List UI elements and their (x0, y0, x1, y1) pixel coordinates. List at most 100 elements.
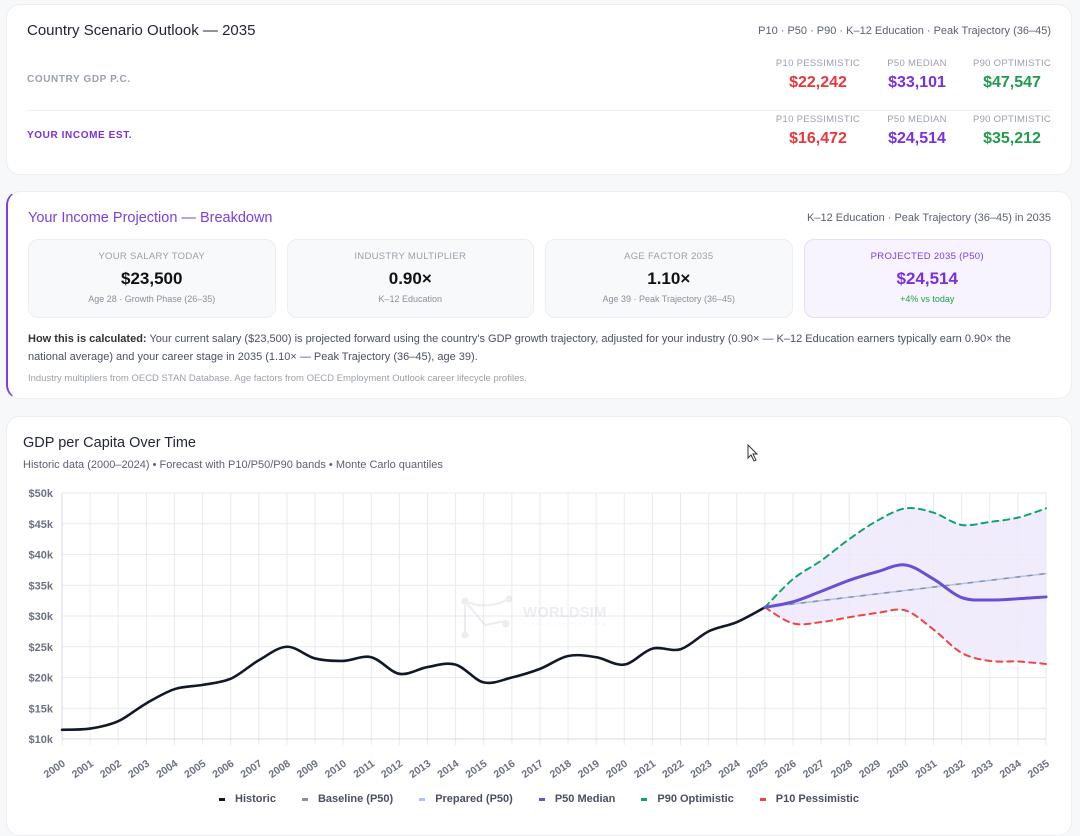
legend-label: P10 Pessimistic (775, 793, 859, 805)
legend-swatch-icon (219, 797, 226, 801)
x-tick-label: 2003 (126, 758, 152, 781)
x-tick-label: 2004 (154, 758, 180, 781)
y-tick-label: $20k (29, 673, 54, 685)
income-row: YOUR INCOME EST. P10 PESSIMISTIC $16,472… (27, 111, 1051, 167)
explanation-lead: How this is calculated: (28, 333, 147, 345)
legend-item[interactable]: Prepared (P50) (419, 793, 513, 805)
series-line-p90-optimistic (763, 507, 1047, 609)
income-row-label: YOUR INCOME EST. (27, 130, 133, 141)
legend-label: Baseline (P50) (317, 793, 394, 805)
watermark: WORLDSIM SIMULATION PLATFORM (461, 595, 608, 639)
legend-swatch-icon (641, 797, 648, 801)
x-tick-label: 2015 (463, 758, 489, 781)
worldsim-logo-icon (461, 595, 513, 639)
scenario-outlook-card: Country Scenario Outlook — 2035 P10 · P5… (6, 4, 1072, 175)
x-tick-label: 2031 (913, 758, 939, 781)
x-tick-label: 2002 (98, 758, 124, 781)
projected-2035-tile: PROJECTED 2035 (P50) $24,514 +4% vs toda… (803, 239, 1051, 318)
x-tick-label: 2027 (801, 758, 827, 781)
x-tick-label: 2007 (239, 758, 265, 781)
stat-value: $24,514 (888, 130, 946, 147)
income-p10-stat: P10 PESSIMISTIC $16,472 (773, 114, 863, 148)
x-tick-label: 2029 (857, 758, 883, 781)
x-tick-label: 2030 (885, 758, 911, 781)
y-axis: $10k $15k $20k $25k $30k $35k $40k $45k $50k (29, 488, 54, 746)
chart-title: GDP per Capita Over Time (23, 435, 196, 451)
x-tick-label: 2008 (267, 758, 293, 781)
stat-value: $33,101 (888, 74, 946, 91)
gdp-row: COUNTRY GDP P.C. P10 PESSIMISTIC $22,242… (27, 55, 1051, 111)
tile-sub: +4% vs today (900, 294, 955, 304)
y-tick-label: $40k (29, 550, 54, 562)
x-tick-label: 2012 (379, 758, 405, 781)
y-tick-label: $30k (29, 611, 54, 623)
series-line-p50-median (763, 563, 1048, 609)
chart-subtitle: Historic data (2000–2024) • Forecast wit… (23, 459, 443, 471)
tile-value: $23,500 (121, 269, 183, 288)
income-p50-stat: P50 MEDIAN $24,514 (879, 114, 955, 148)
legend-label: Historic (235, 793, 276, 805)
chart-grid (61, 492, 1047, 745)
tile-value: 0.90× (388, 269, 432, 288)
legend-item[interactable]: P10 Pessimistic (759, 793, 859, 805)
legend-swatch-icon (419, 797, 426, 801)
forecast-band (764, 508, 1046, 664)
explanation-body: Your current salary ($23,500) is project… (28, 333, 1012, 363)
salary-today-tile: YOUR SALARY TODAY $23,500 Age 28 · Growt… (28, 239, 276, 318)
y-tick-label: $45k (29, 519, 54, 531)
watermark-text: WORLDSIM (523, 604, 606, 621)
stat-caption: P50 MEDIAN (887, 58, 947, 69)
stat-caption: P90 OPTIMISTIC (972, 114, 1052, 125)
series-line-prepared-p50 (764, 572, 1047, 609)
tile-caption: AGE FACTOR 2035 (624, 251, 714, 262)
series-line-historic (60, 606, 767, 732)
x-tick-label: 2033 (969, 758, 995, 781)
legend-item[interactable]: P90 Optimistic (641, 793, 734, 805)
outlook-meta: P10 · P50 · P90 · K–12 Education · Peak … (758, 25, 1051, 37)
x-tick-label: 2011 (351, 758, 377, 781)
x-tick-label: 2026 (773, 758, 799, 781)
x-tick-label: 2010 (323, 758, 349, 781)
chart-legend: Historic Baseline (P50) Prepared (P50) P50 … (7, 793, 1071, 805)
x-tick-label: 2024 (716, 758, 742, 781)
legend-swatch-icon (301, 797, 308, 801)
industry-multiplier-tile: INDUSTRY MULTIPLIER 0.90× K–12 Education (286, 239, 534, 318)
y-tick-label: $10k (29, 734, 54, 746)
legend-swatch-icon (538, 797, 545, 801)
breakdown-meta: K–12 Education · Peak Trajectory (36–45)… (807, 212, 1051, 224)
stat-caption: P50 MEDIAN (887, 114, 947, 125)
age-factor-tile: AGE FACTOR 2035 1.10× Age 39 · Peak Traj… (545, 239, 793, 318)
x-tick-label: 2014 (435, 758, 461, 781)
legend-item[interactable]: Historic (219, 793, 276, 805)
p10-p90-band (764, 508, 1046, 664)
tile-caption: INDUSTRY MULTIPLIER (354, 251, 467, 262)
legend-item[interactable]: Baseline (P50) (301, 793, 394, 805)
x-tick-label: 2006 (210, 758, 236, 781)
income-breakdown-card: Your Income Projection — Breakdown K–12 … (6, 191, 1072, 399)
legend-swatch-icon (759, 797, 766, 801)
stat-value: $16,472 (789, 130, 847, 147)
series-line-p10-pessimistic (763, 606, 1047, 665)
x-tick-label: 2028 (829, 758, 855, 781)
gdp-p10-stat: P10 PESSIMISTIC $22,242 (773, 58, 863, 92)
x-tick-label: 2021 (632, 758, 658, 781)
stat-caption: P10 PESSIMISTIC (775, 58, 861, 69)
x-tick-label: 2009 (295, 758, 321, 781)
x-tick-label: 2034 (998, 758, 1024, 781)
y-tick-label: $25k (29, 642, 54, 654)
y-tick-label: $15k (29, 703, 54, 715)
chart-lines (60, 507, 1048, 732)
legend-label: P90 Optimistic (657, 793, 734, 805)
legend-item[interactable]: P50 Median (538, 793, 615, 805)
tile-sub: Age 39 · Peak Trajectory (36–45) (602, 294, 736, 304)
tile-caption: PROJECTED 2035 (P50) (870, 251, 984, 262)
legend-label: Prepared (P50) (435, 793, 513, 805)
tile-caption: YOUR SALARY TODAY (98, 251, 206, 262)
tile-sub: K–12 Education (378, 294, 443, 304)
stat-caption: P10 PESSIMISTIC (775, 114, 861, 125)
stat-value: $47,547 (983, 74, 1041, 91)
stat-caption: P90 OPTIMISTIC (972, 58, 1052, 69)
watermark-subtext: SIMULATION PLATFORM (523, 621, 608, 626)
x-tick-label: 2000 (42, 758, 68, 781)
